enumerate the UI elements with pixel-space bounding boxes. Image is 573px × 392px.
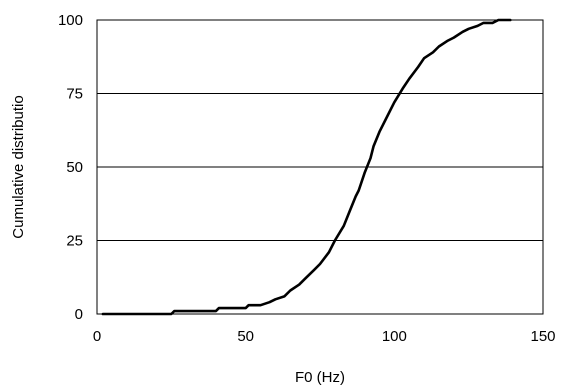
- y-tick-label: 100: [58, 12, 83, 29]
- x-axis-label: F0 (Hz): [295, 369, 345, 386]
- y-tick-label: 25: [66, 233, 83, 250]
- y-tick-label: 50: [66, 159, 83, 176]
- x-tick-label: 100: [382, 328, 407, 345]
- y-axis-tick-labels: 0 25 50 75 100: [58, 12, 83, 323]
- y-tick-label: 75: [66, 86, 83, 103]
- cdf-series-line: [101, 18, 512, 316]
- x-tick-label: 50: [237, 328, 254, 345]
- y-axis-label: Cumulative distributio: [10, 95, 27, 238]
- horizontal-gridlines: [97, 93, 543, 241]
- x-tick-label: 0: [93, 328, 101, 345]
- plot-area-frame: [96, 19, 544, 315]
- x-axis-tick-labels: 0 50 100 150: [93, 328, 556, 345]
- y-tick-label: 0: [75, 306, 83, 323]
- x-tick-label: 150: [530, 328, 555, 345]
